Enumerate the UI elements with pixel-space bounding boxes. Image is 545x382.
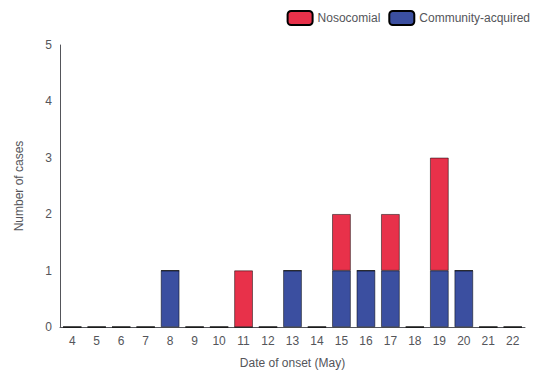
- svg-text:8: 8: [167, 334, 174, 348]
- svg-text:2: 2: [45, 207, 52, 221]
- svg-text:1: 1: [45, 264, 52, 278]
- svg-text:4: 4: [69, 334, 76, 348]
- svg-text:13: 13: [286, 334, 300, 348]
- svg-text:11: 11: [237, 334, 250, 348]
- svg-text:3: 3: [45, 151, 52, 165]
- svg-text:7: 7: [142, 334, 149, 348]
- svg-text:15: 15: [335, 334, 349, 348]
- svg-text:5: 5: [45, 38, 52, 52]
- svg-text:21: 21: [482, 334, 496, 348]
- svg-text:22: 22: [506, 334, 520, 348]
- svg-text:18: 18: [408, 334, 422, 348]
- svg-text:12: 12: [261, 334, 275, 348]
- svg-text:Date of onset (May): Date of onset (May): [240, 356, 345, 370]
- svg-text:0: 0: [45, 320, 52, 334]
- svg-text:4: 4: [45, 94, 52, 108]
- svg-text:10: 10: [212, 334, 226, 348]
- svg-text:14: 14: [310, 334, 324, 348]
- svg-text:Nosocomial: Nosocomial: [318, 11, 381, 25]
- svg-text:16: 16: [359, 334, 373, 348]
- svg-text:Community-acquired: Community-acquired: [419, 11, 530, 25]
- svg-text:19: 19: [433, 334, 447, 348]
- svg-text:20: 20: [457, 334, 471, 348]
- svg-text:5: 5: [93, 334, 100, 348]
- svg-text:17: 17: [384, 334, 398, 348]
- svg-text:6: 6: [118, 334, 125, 348]
- svg-text:Number of cases: Number of cases: [12, 141, 26, 232]
- svg-text:9: 9: [191, 334, 198, 348]
